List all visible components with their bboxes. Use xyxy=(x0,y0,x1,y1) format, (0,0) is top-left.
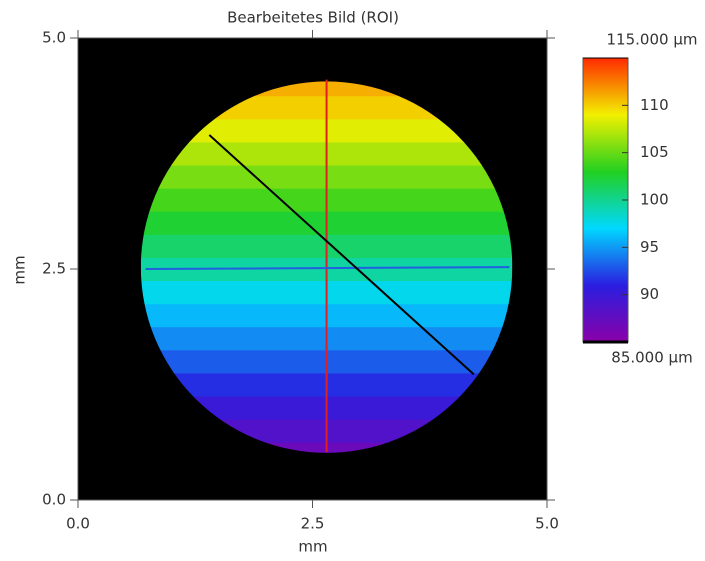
colorbar-end-label: 85.000 µm xyxy=(611,349,692,367)
colorbar-tick-label: 90 xyxy=(640,285,659,303)
colorbar-tick-label: 105 xyxy=(640,143,669,161)
chart: Bearbeitetes Bild (ROI) mm mm 0.0 2.5 5.0 0… xyxy=(0,0,705,557)
colorbar-tick-label: 110 xyxy=(640,96,669,114)
colorbar-tick-label: 100 xyxy=(640,191,669,209)
x-tick-label: 2.5 xyxy=(301,515,325,533)
x-axis-label: mm xyxy=(298,538,327,556)
x-tick-label: 0.0 xyxy=(66,515,90,533)
x-tick-label: 5.0 xyxy=(535,515,559,533)
colorbar xyxy=(583,58,628,342)
y-tick-label: 2.5 xyxy=(42,260,66,278)
colorbar-tick-label: 95 xyxy=(640,238,659,256)
y-axis-label: mm xyxy=(11,255,29,284)
y-tick-label: 0.0 xyxy=(42,491,66,509)
chart-title: Bearbeitetes Bild (ROI) xyxy=(227,9,399,27)
colorbar-end-label: 115.000 µm xyxy=(607,31,698,49)
y-tick-label: 5.0 xyxy=(42,29,66,47)
